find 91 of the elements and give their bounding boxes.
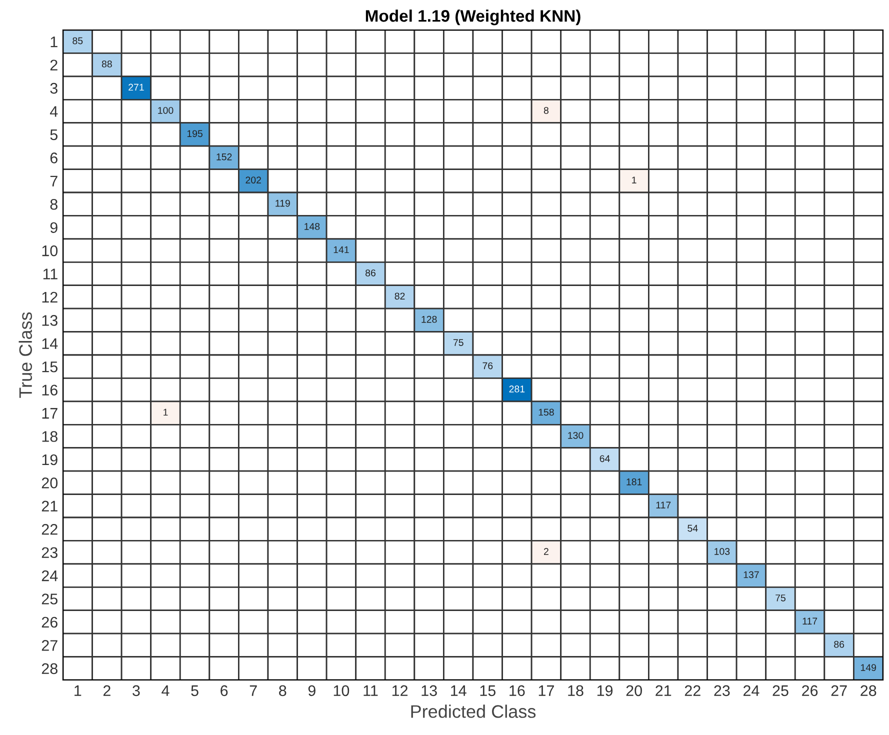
x-tick-label: 3 (132, 685, 140, 696)
data-label: 148 (304, 223, 320, 230)
x-tick-label: 14 (451, 685, 466, 696)
x-tick-label: 28 (860, 685, 876, 696)
data-label: 137 (744, 571, 759, 578)
x-tick-label: 11 (364, 685, 378, 696)
y-tick-label: 15 (42, 362, 58, 372)
x-tick-label: 12 (392, 685, 408, 696)
x-tick-label: 26 (802, 685, 818, 696)
x-tick-label: 19 (597, 685, 613, 696)
x-tick-label: 5 (191, 685, 198, 696)
data-label: 100 (158, 106, 174, 114)
x-tick-label: 20 (626, 685, 642, 696)
data-label: 85 (72, 37, 83, 44)
x-tick-label: 2 (103, 685, 110, 696)
data-label: 1 (164, 408, 168, 416)
y-tick-label: 11 (43, 268, 58, 280)
x-axis-title: Predicted Class (411, 704, 536, 718)
y-tick-label: 1 (50, 36, 58, 48)
data-label: 8 (544, 106, 548, 114)
data-label: 128 (422, 316, 437, 323)
data-label: 86 (366, 269, 376, 276)
y-tick-label: 14 (42, 338, 58, 349)
y-tick-label: 13 (42, 315, 58, 326)
y-tick-label: 4 (50, 106, 58, 117)
data-label: 64 (600, 455, 610, 462)
data-label: 2 (544, 548, 548, 555)
data-label: 1 (632, 176, 636, 184)
x-tick-label: 9 (308, 685, 316, 696)
data-label: 103 (714, 548, 730, 555)
chart-title: Model 1.19 (Weighted KNN) (366, 10, 580, 26)
x-tick-label: 16 (510, 685, 525, 696)
data-label: 149 (860, 664, 876, 672)
data-label: 202 (246, 176, 261, 184)
y-tick-label: 24 (42, 570, 58, 582)
data-label: 88 (102, 60, 112, 68)
data-label: 82 (394, 292, 405, 300)
y-tick-label: 26 (42, 616, 58, 628)
x-tick-label: 4 (162, 685, 170, 696)
y-tick-label: 7 (50, 176, 58, 186)
x-tick-label: 23 (714, 685, 730, 696)
x-tick-label: 24 (743, 685, 760, 696)
y-tick-label: 2 (50, 60, 58, 70)
x-tick-label: 18 (568, 685, 584, 696)
x-tick-label: 7 (250, 685, 257, 696)
data-label: 281 (509, 386, 525, 392)
y-tick-label: 23 (42, 547, 58, 558)
data-label: 181 (626, 478, 642, 486)
x-tick-label: 13 (422, 685, 437, 696)
y-tick-label: 12 (42, 292, 58, 302)
x-tick-label: 21 (656, 685, 672, 696)
y-tick-label: 9 (50, 222, 58, 234)
y-tick-label: 27 (42, 640, 58, 651)
y-tick-label: 5 (50, 129, 58, 140)
y-tick-label: 16 (42, 384, 58, 396)
y-axis-title: True Class (18, 312, 32, 398)
y-tick-label: 22 (42, 524, 58, 535)
x-tick-label: 22 (684, 685, 700, 696)
data-label: 141 (334, 246, 349, 254)
data-label: 75 (776, 594, 786, 602)
y-tick-label: 28 (42, 663, 58, 674)
y-tick-label: 20 (42, 478, 58, 488)
x-tick-label: 27 (831, 685, 847, 696)
x-tick-label: 10 (334, 685, 350, 696)
y-tick-label: 6 (50, 152, 58, 164)
data-label: 54 (688, 524, 698, 532)
data-label: 130 (568, 432, 584, 439)
y-tick-label: 10 (42, 245, 58, 256)
x-tick-label: 25 (772, 685, 788, 696)
x-tick-label: 8 (279, 685, 286, 696)
x-tick-label: 1 (74, 685, 82, 696)
data-label: 158 (538, 408, 554, 416)
y-tick-label: 3 (50, 82, 58, 94)
data-label: 119 (276, 200, 290, 207)
data-label: 117 (802, 618, 818, 624)
x-tick-label: 6 (220, 685, 228, 696)
y-tick-label: 8 (50, 198, 58, 210)
data-label: 86 (834, 640, 844, 648)
y-tick-label: 17 (42, 408, 58, 419)
y-tick-label: 18 (42, 431, 58, 442)
data-label: 152 (216, 153, 232, 160)
data-label: 271 (128, 84, 144, 91)
data-label: 195 (187, 130, 202, 138)
y-tick-label: 19 (42, 454, 58, 466)
data-label: 75 (453, 339, 464, 346)
y-tick-label: 21 (42, 500, 58, 512)
y-tick-label: 25 (42, 594, 58, 604)
x-tick-label: 15 (480, 685, 496, 696)
data-label: 117 (656, 502, 671, 508)
data-label: 76 (482, 362, 493, 370)
x-tick-label: 17 (538, 685, 554, 696)
